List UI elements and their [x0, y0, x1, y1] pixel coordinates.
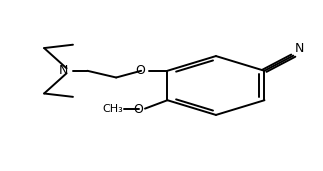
Text: N: N [59, 64, 68, 77]
Text: N: N [295, 42, 304, 55]
Text: O: O [133, 103, 143, 116]
Text: CH₃: CH₃ [102, 104, 123, 114]
Text: O: O [135, 64, 145, 77]
